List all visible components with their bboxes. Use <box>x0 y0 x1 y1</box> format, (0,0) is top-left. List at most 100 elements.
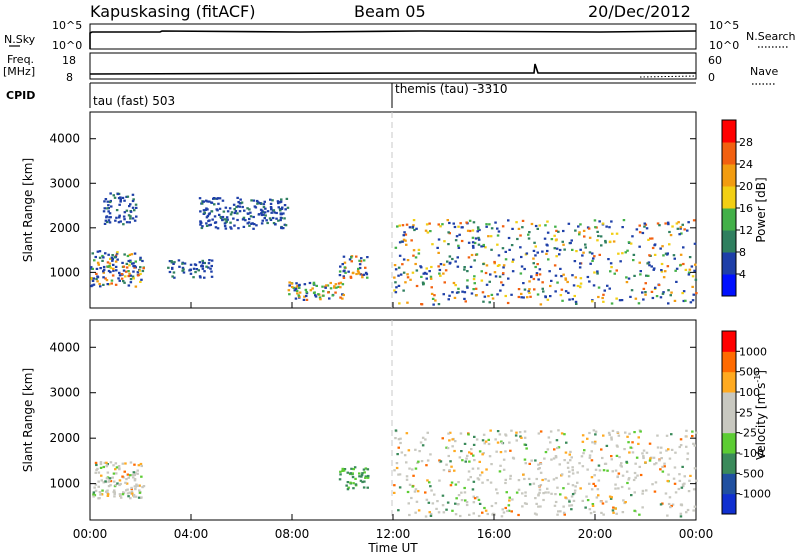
velocity-cell <box>614 507 617 510</box>
velocity-cell <box>482 433 486 436</box>
power-cell <box>428 270 431 273</box>
velocity-cell <box>586 437 589 440</box>
power-cell <box>339 296 342 299</box>
velocity-cell <box>668 496 672 499</box>
power-cell <box>133 265 137 268</box>
power-cell <box>122 215 126 218</box>
power-colorbar-swatch <box>722 120 736 143</box>
power-cell <box>216 227 220 230</box>
velocity-cell <box>499 464 502 467</box>
velocity-cell <box>600 511 603 514</box>
velocity-cell <box>454 483 458 486</box>
power-cell <box>610 302 614 305</box>
power-cell <box>124 275 127 278</box>
power-cell <box>322 294 325 297</box>
power-cell <box>661 292 665 295</box>
velocity-cell <box>571 469 574 472</box>
power-cell <box>604 239 607 243</box>
power-cell <box>488 301 491 304</box>
velocity-cell <box>560 432 564 435</box>
velocity-cell <box>122 491 125 494</box>
power-cell <box>105 216 108 219</box>
power-cell <box>483 295 487 298</box>
velocity-cell <box>364 467 368 470</box>
power-cell <box>393 289 396 292</box>
power-cell <box>658 224 661 227</box>
power-cell <box>394 281 397 284</box>
cpid-segment-1: tau (fast) 503 <box>93 94 175 108</box>
power-cell <box>528 231 531 234</box>
power-cell <box>521 226 524 229</box>
velocity-cell <box>112 464 115 467</box>
power-cell <box>207 266 210 269</box>
power-cell <box>129 281 133 284</box>
nsearch-tick-low: 10^0 <box>709 39 739 52</box>
power-cell <box>322 290 325 293</box>
velocity-cell <box>509 477 512 480</box>
velocity-cell <box>618 456 621 459</box>
power-cell <box>641 291 644 294</box>
power-cell <box>693 269 696 272</box>
velocity-cell <box>637 442 640 445</box>
power-cell <box>422 272 425 275</box>
velocity-cell <box>593 510 596 513</box>
x-tick-label: 00:00 <box>73 527 108 541</box>
x-tick-label: 08:00 <box>275 527 310 541</box>
velocity-cell <box>511 498 514 501</box>
power-cell <box>141 269 145 273</box>
power-cell <box>122 265 126 268</box>
power-cell <box>414 262 417 266</box>
velocity-cell <box>100 493 104 496</box>
velocity-cell <box>108 479 111 482</box>
power-cell <box>619 260 622 263</box>
velocity-cell <box>412 474 415 477</box>
velocity-cell <box>346 481 350 484</box>
velocity-cell <box>449 460 452 463</box>
power-cell <box>122 280 125 283</box>
power-cell <box>141 259 144 263</box>
power-cell <box>583 235 586 238</box>
velocity-cell <box>133 495 136 498</box>
velocity-cell <box>464 499 467 502</box>
velocity-cell <box>686 508 690 512</box>
power-cell <box>210 264 213 268</box>
power-cell <box>535 272 539 275</box>
velocity-cell <box>552 478 556 481</box>
velocity-cell <box>468 513 471 516</box>
velocity-cell <box>570 504 574 507</box>
power-cell <box>606 284 609 287</box>
velocity-cell <box>556 513 559 516</box>
power-cell <box>119 220 122 223</box>
power-cell <box>109 216 112 219</box>
power-cell <box>507 277 510 280</box>
velocity-cell <box>424 438 427 441</box>
power-cell <box>472 246 475 249</box>
power-cell <box>192 267 196 270</box>
velocity-cell <box>544 478 547 481</box>
freq-frame <box>89 52 697 80</box>
power-cell <box>246 207 249 210</box>
power-cell <box>90 267 93 270</box>
power-cell <box>296 292 299 295</box>
power-cell <box>496 243 499 246</box>
velocity-cell <box>459 514 462 518</box>
velocity-cell <box>668 457 672 460</box>
power-cell <box>295 289 299 292</box>
power-cell <box>549 295 552 298</box>
power-cell <box>493 260 496 264</box>
power-cell <box>684 268 688 271</box>
power-cell <box>268 217 272 220</box>
power-cell <box>230 211 234 214</box>
velocity-cell <box>591 504 595 507</box>
power-cell <box>458 233 461 236</box>
power-cell <box>329 287 333 290</box>
power-cell <box>129 215 132 218</box>
power-cell <box>532 262 535 265</box>
velocity-cell <box>140 496 143 499</box>
velocity-cell <box>481 511 484 514</box>
power-cell <box>573 294 576 298</box>
power-cell <box>236 205 240 208</box>
power-cell <box>645 227 649 230</box>
velocity-colorbar-tick-label: 100 <box>739 386 760 399</box>
velocity-cell <box>498 433 502 436</box>
